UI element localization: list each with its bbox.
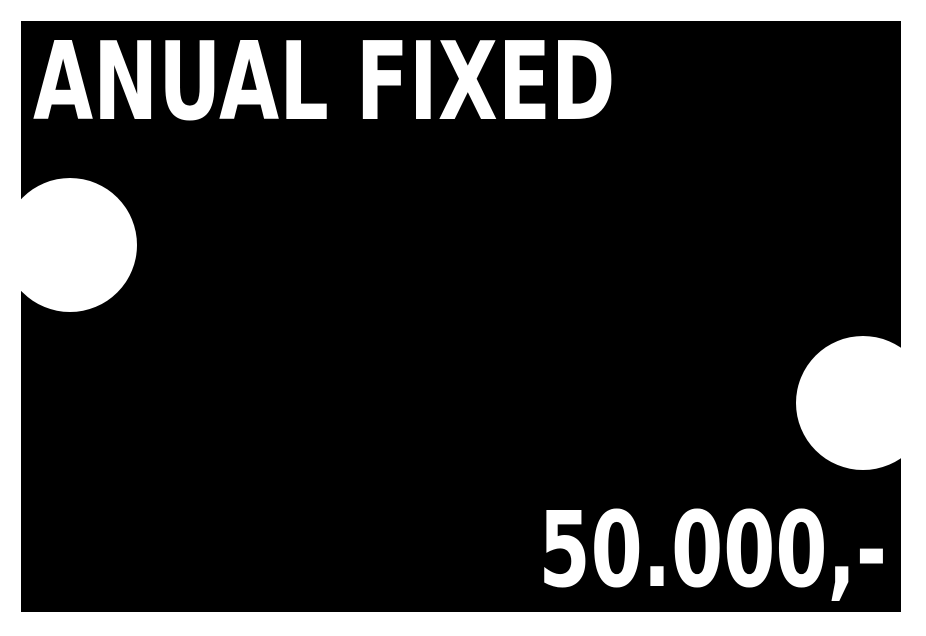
- price-card: ANUAL FIXED 50.000,-: [21, 21, 901, 612]
- plan-price: 50.000,-: [538, 489, 887, 611]
- plan-title: ANUAL FIXED: [33, 21, 616, 145]
- decorative-circle-right: [796, 336, 901, 470]
- decorative-circle-left: [21, 178, 137, 312]
